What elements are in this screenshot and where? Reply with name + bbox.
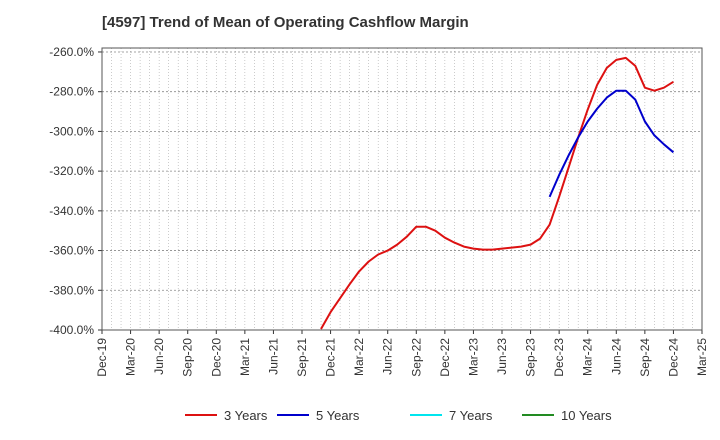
x-tick-label: Jun-23: [495, 338, 509, 375]
y-tick-label: -260.0%: [49, 45, 94, 59]
plot-area: [102, 48, 702, 330]
x-tick-label: Sep-21: [295, 338, 309, 377]
x-tick-label: Jun-24: [609, 338, 623, 375]
x-tick-label: Jun-21: [266, 338, 280, 375]
x-tick-label: Sep-24: [638, 338, 652, 377]
y-tick-label: -280.0%: [49, 85, 94, 99]
x-tick-label: Mar-22: [352, 338, 366, 376]
legend-label-10-years: 10 Years: [561, 408, 612, 423]
x-tick-label: Dec-22: [438, 338, 452, 377]
x-tick-label: Mar-23: [466, 338, 480, 376]
y-tick-label: -400.0%: [49, 323, 94, 337]
legend-label-3-years: 3 Years: [224, 408, 268, 423]
legend-label-7-years: 7 Years: [449, 408, 493, 423]
y-tick-label: -320.0%: [49, 164, 94, 178]
y-tick-label: -360.0%: [49, 244, 94, 258]
x-tick-label: Sep-20: [181, 338, 195, 377]
x-tick-label: Dec-21: [324, 338, 338, 377]
x-tick-label: Mar-25: [695, 338, 709, 376]
x-tick-label: Dec-24: [666, 338, 680, 377]
x-tick-label: Mar-24: [581, 338, 595, 376]
y-tick-label: -380.0%: [49, 283, 94, 297]
x-tick-label: Dec-19: [95, 338, 109, 377]
series-line-5-years: [548, 89, 675, 198]
x-tick-label: Mar-20: [124, 338, 138, 376]
x-tick-label: Dec-20: [209, 338, 223, 377]
x-tick-label: Dec-23: [552, 338, 566, 377]
y-tick-label: -340.0%: [49, 204, 94, 218]
plot-border: [101, 47, 703, 331]
series-line-3-years: [320, 56, 674, 330]
y-tick-label: -300.0%: [49, 124, 94, 138]
x-tick-label: Sep-23: [524, 338, 538, 377]
x-tick-label: Sep-22: [409, 338, 423, 377]
chart-title: [4597] Trend of Mean of Operating Cashfl…: [102, 14, 469, 31]
x-tick-label: Mar-21: [238, 338, 252, 376]
x-tick-label: Jun-22: [381, 338, 395, 375]
x-tick-label: Jun-20: [152, 338, 166, 375]
legend-label-5-years: 5 Years: [316, 408, 360, 423]
